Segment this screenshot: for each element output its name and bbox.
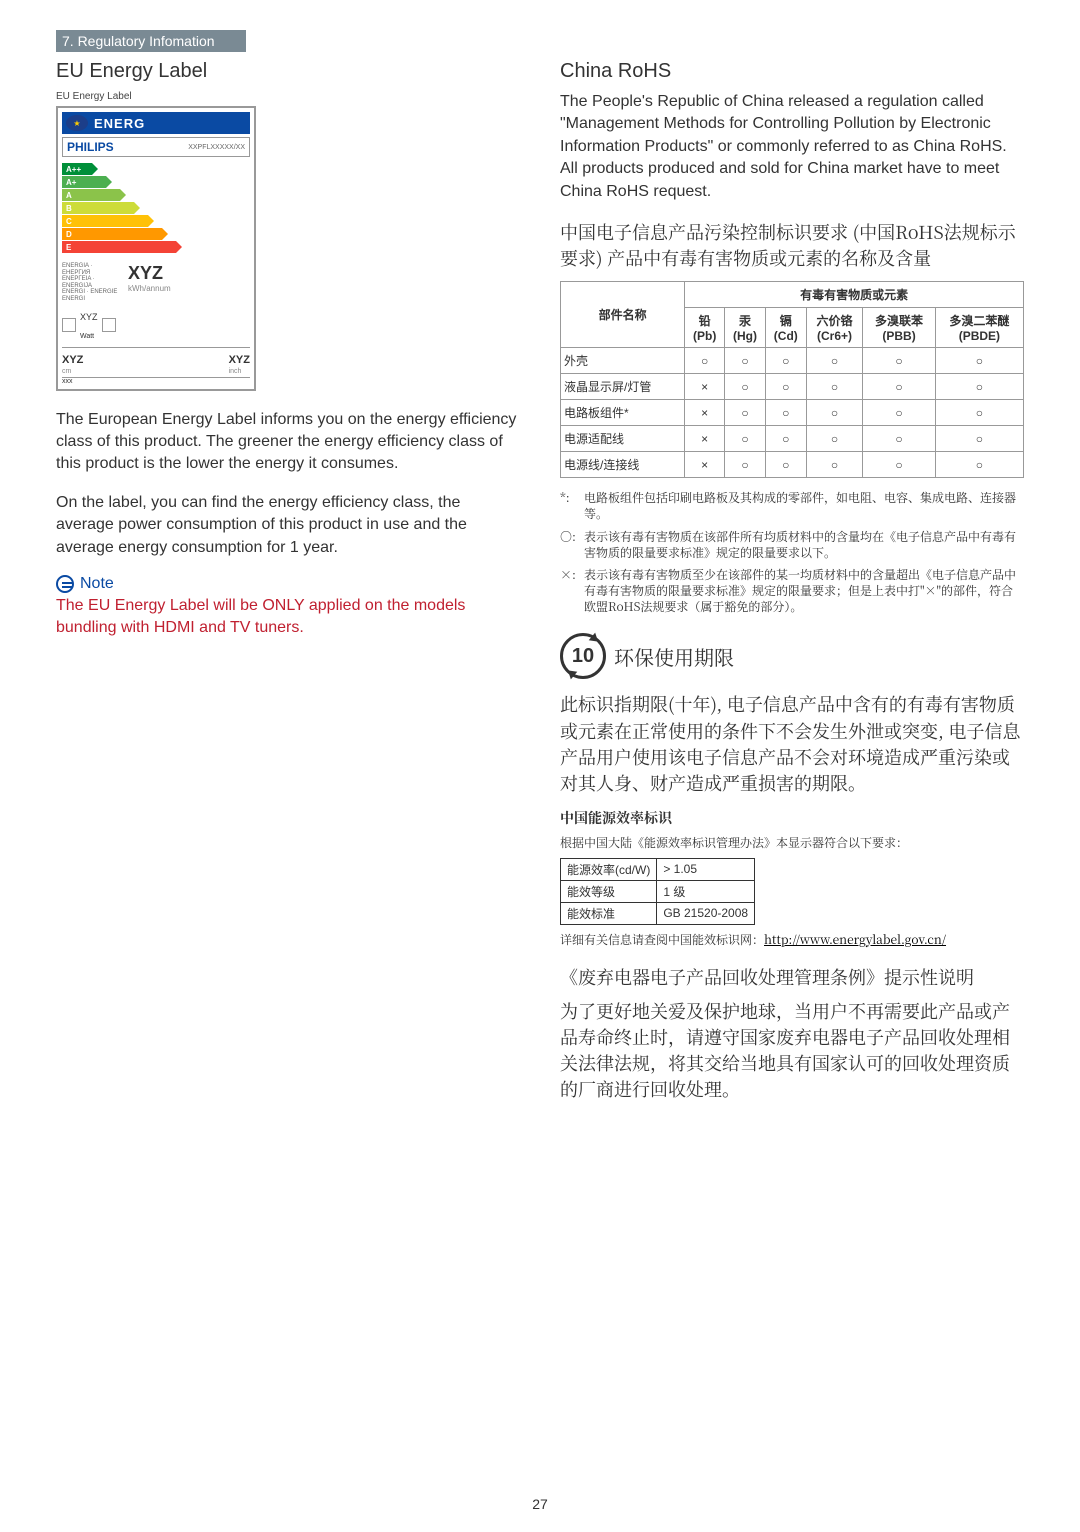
eff-link-line: 详细有关信息请查阅中国能效标识网：http://www.energylabel.… <box>560 931 1024 948</box>
xyz-watt: XYZ <box>80 312 98 322</box>
efficiency-arrow: C <box>62 215 154 227</box>
brand-label: PHILIPS <box>67 140 114 154</box>
eu-flag-icon: ★ <box>66 115 88 131</box>
env-text: 此标识指期限(十年), 电子信息产品中含有的有毒有害物质或元素在正常使用的条件下… <box>560 691 1024 795</box>
energ-label: ENERG <box>94 116 145 131</box>
model-label: XXPFLXXXXX/XX <box>188 144 245 151</box>
energia-words: ENERGIA · ЕНЕРГИЯ ΕΝΕΡΓΕΙΑ · ENERGIJA EN… <box>62 263 122 303</box>
recycle-title: 《废弃电器电子产品回收处理管理条例》提示性说明 <box>560 964 1024 990</box>
xyz-cm: XYZ <box>62 354 83 366</box>
legend-item: *:电路板组件包括印刷电路板及其构成的零部件，如电阻、电容、集成电路、连接器等。 <box>560 490 1024 522</box>
efficiency-arrow: D <box>62 228 168 240</box>
china-rohs-title: China RoHS <box>560 60 1024 83</box>
china-rohs-intro: The People's Republic of China released … <box>560 91 1024 203</box>
section-header: 7. Regulatory Infomation <box>56 30 246 52</box>
legend-item: ○:表示该有毒有害物质在该部件所有均质材料中的含量均在《电子信息产品中有毒有害物… <box>560 529 1024 561</box>
recycle-text: 为了更好地关爱及保护地球，当用户不再需要此产品或产品寿命终止时，请遵守国家废弃电… <box>560 998 1024 1102</box>
kwh-label: kWh/annum <box>128 284 171 293</box>
efficiency-arrow: E <box>62 241 182 253</box>
page-number: 27 <box>532 1496 548 1512</box>
right-column: China RoHS The People's Republic of Chin… <box>560 60 1024 1102</box>
eu-para-1: The European Energy Label informs you on… <box>56 409 520 476</box>
xyz-inch: XYZ <box>229 354 250 366</box>
note-text: The EU Energy Label will be ONLY applied… <box>56 595 520 640</box>
env-badge-icon: 10 <box>560 633 606 679</box>
eu-energy-title: EU Energy Label <box>56 60 520 83</box>
euel-figure: ★ ENERG PHILIPS XXPFLXXXXX/XX A++A+ABCDE… <box>56 106 256 391</box>
efficiency-table: 能源效率(cd/W)> 1.05能效等级1 级能效标准GB 21520-2008 <box>560 858 755 925</box>
power-icon <box>62 318 76 332</box>
efficiency-arrow: B <box>62 202 140 214</box>
eu-para-2: On the label, you can find the energy ef… <box>56 492 520 559</box>
efficiency-arrow: A <box>62 189 126 201</box>
note-icon <box>56 575 74 593</box>
euel-caption: EU Energy Label <box>56 91 520 102</box>
rohs-table: 部件名称有毒有害物质或元素铅(Pb)汞(Hg)镉(Cd)六价铬(Cr6+)多溴联… <box>560 281 1024 478</box>
cn-title: 中国电子信息产品污染控制标识要求 (中国RoHS法规标示要求) 产品中有毒有害物… <box>560 219 1024 271</box>
efficiency-arrows: A++A+ABCDE <box>62 163 250 253</box>
spec-icon <box>102 318 116 332</box>
xyz-value: XYZ <box>128 263 171 284</box>
left-column: EU Energy Label EU Energy Label ★ ENERG … <box>56 60 520 1102</box>
env-title: 环保使用期限 <box>614 642 734 671</box>
eff-title: 中国能源效率标识 <box>560 808 1024 828</box>
energylabel-link[interactable]: http://www.energylabel.gov.cn/ <box>764 931 946 948</box>
legend-item: ×:表示该有毒有害物质至少在该部件的某一均质材料中的含量超出《电子信息产品中有毒… <box>560 567 1024 616</box>
efficiency-arrow: A+ <box>62 176 112 188</box>
efficiency-arrow: A++ <box>62 163 98 175</box>
eff-subtitle: 根据中国大陆《能源效率标识管理办法》本显示器符合以下要求： <box>560 834 1024 851</box>
note-heading: Note <box>56 575 520 593</box>
